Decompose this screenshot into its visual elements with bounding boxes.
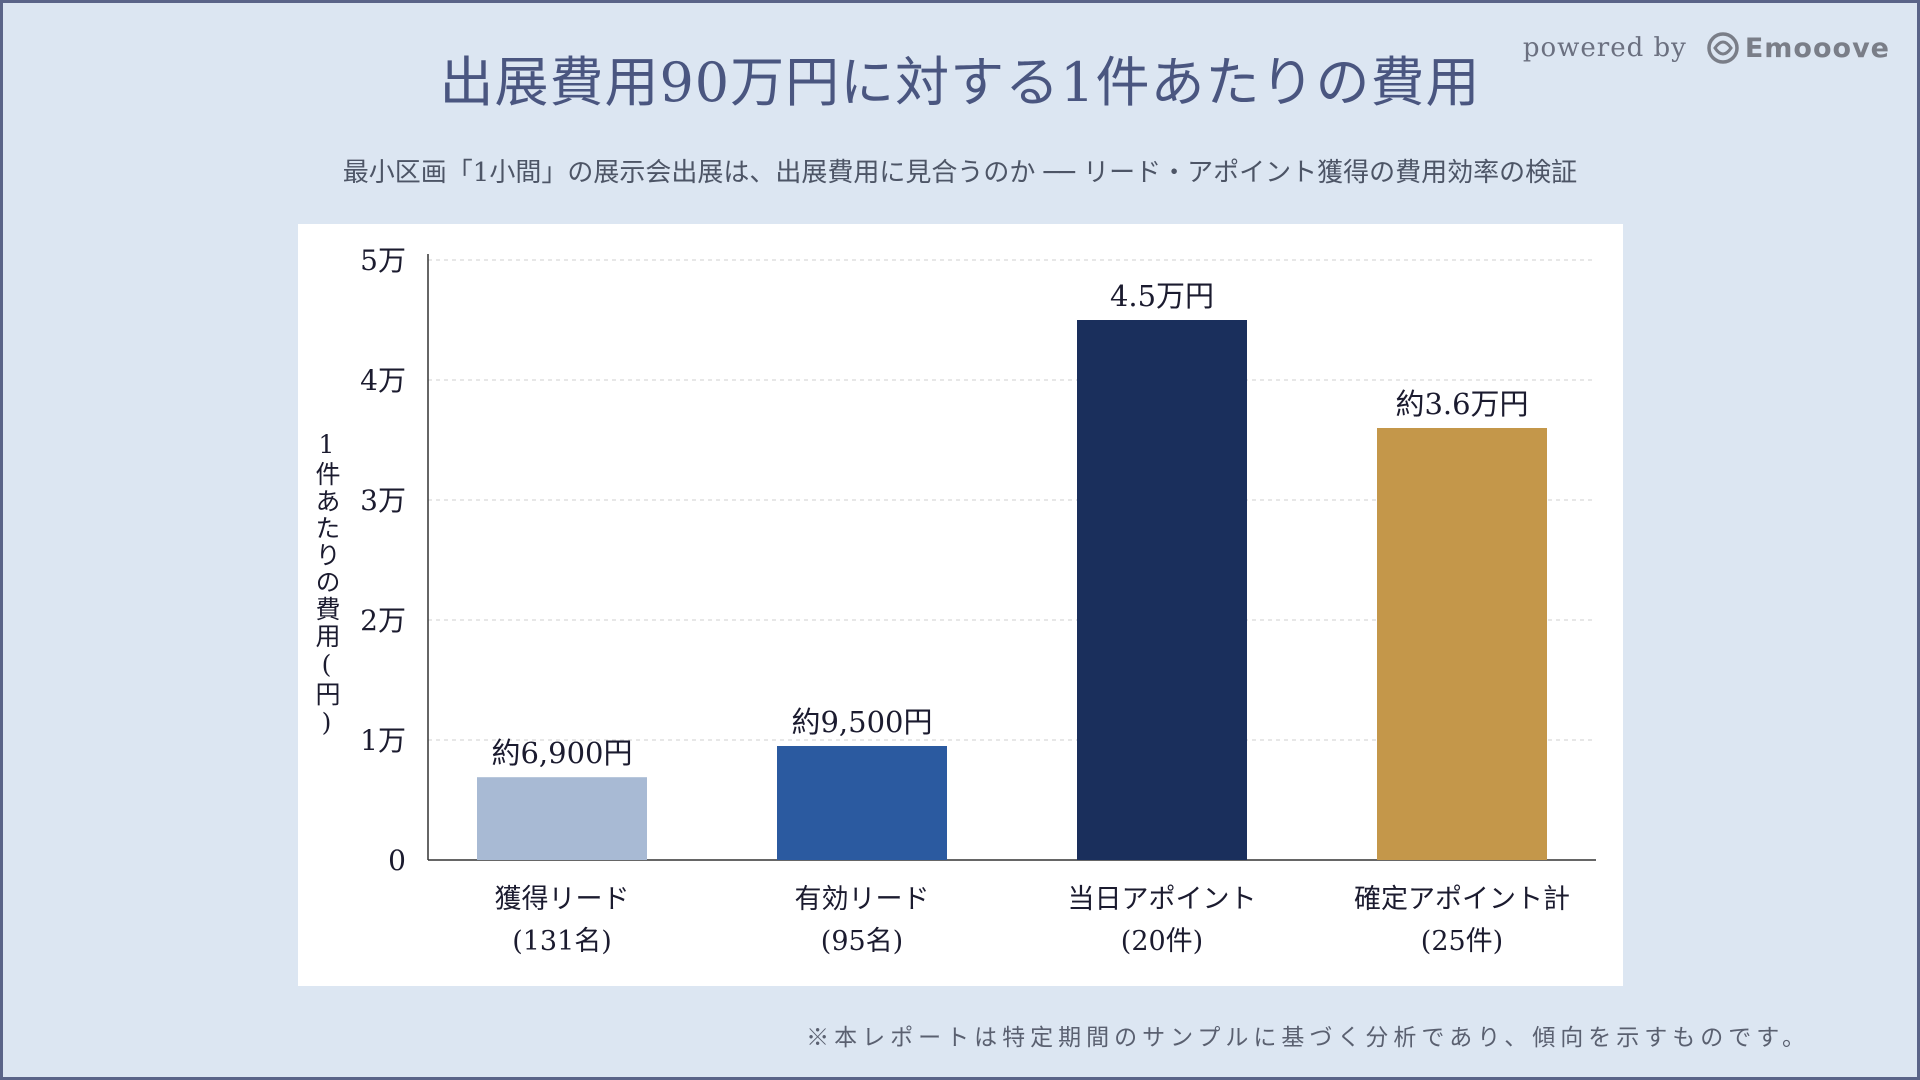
x-tick-sublabel: (95名): [821, 926, 903, 957]
x-tick-label: 当日アポイント: [1068, 884, 1257, 915]
x-tick-sublabel: (20件): [1121, 926, 1203, 957]
x-tick-label: 獲得リード: [495, 884, 630, 915]
data-label: 約3.6万円: [1395, 387, 1528, 421]
y-tick-label: 4万: [360, 364, 406, 397]
powered-by-text: powered by: [1522, 33, 1687, 63]
x-tick-sublabel: (25件): [1421, 926, 1503, 957]
y-tick-label: 2万: [360, 604, 406, 637]
bar: [1377, 428, 1547, 860]
y-axis-label: 1件あたりの費用(円): [312, 430, 341, 739]
bar: [1077, 320, 1247, 860]
x-tick-sublabel: (131名): [512, 926, 612, 957]
y-tick-label: 3万: [360, 484, 406, 517]
data-label: 4.5万円: [1110, 279, 1214, 313]
brand-logo: Emooove: [1705, 30, 1890, 66]
x-tick-label: 有効リード: [795, 884, 930, 915]
page-title: 出展費用90万円に対する1件あたりの費用: [439, 51, 1481, 114]
footnote: ※本レポートは特定期間のサンプルに基づく分析であり、傾向を示すものです。: [806, 1025, 1810, 1051]
data-label: 約6,900円: [491, 736, 632, 770]
x-tick-label: 確定アポイント計: [1354, 884, 1570, 915]
chart-panel: 0 1万 2万 3万 4万 5万約6,900円 獲得リード (131名) 約9,500円 有効リー…: [298, 224, 1623, 986]
emooove-logo-icon: [1707, 32, 1739, 64]
y-tick-label: 0: [388, 844, 406, 877]
brand-name: Emooove: [1744, 32, 1890, 64]
data-label: 約9,500円: [791, 705, 932, 739]
y-tick-label: 1万: [360, 724, 406, 757]
y-tick-label: 5万: [360, 244, 406, 277]
page-subtitle: 最小区画「1小間」の展示会出展は、出展費用に見合うのか ── リード・アポイント…: [342, 158, 1578, 188]
bar: [477, 777, 647, 860]
powered-by-badge: powered by Emooove: [1523, 28, 1890, 68]
bar: [777, 746, 947, 860]
